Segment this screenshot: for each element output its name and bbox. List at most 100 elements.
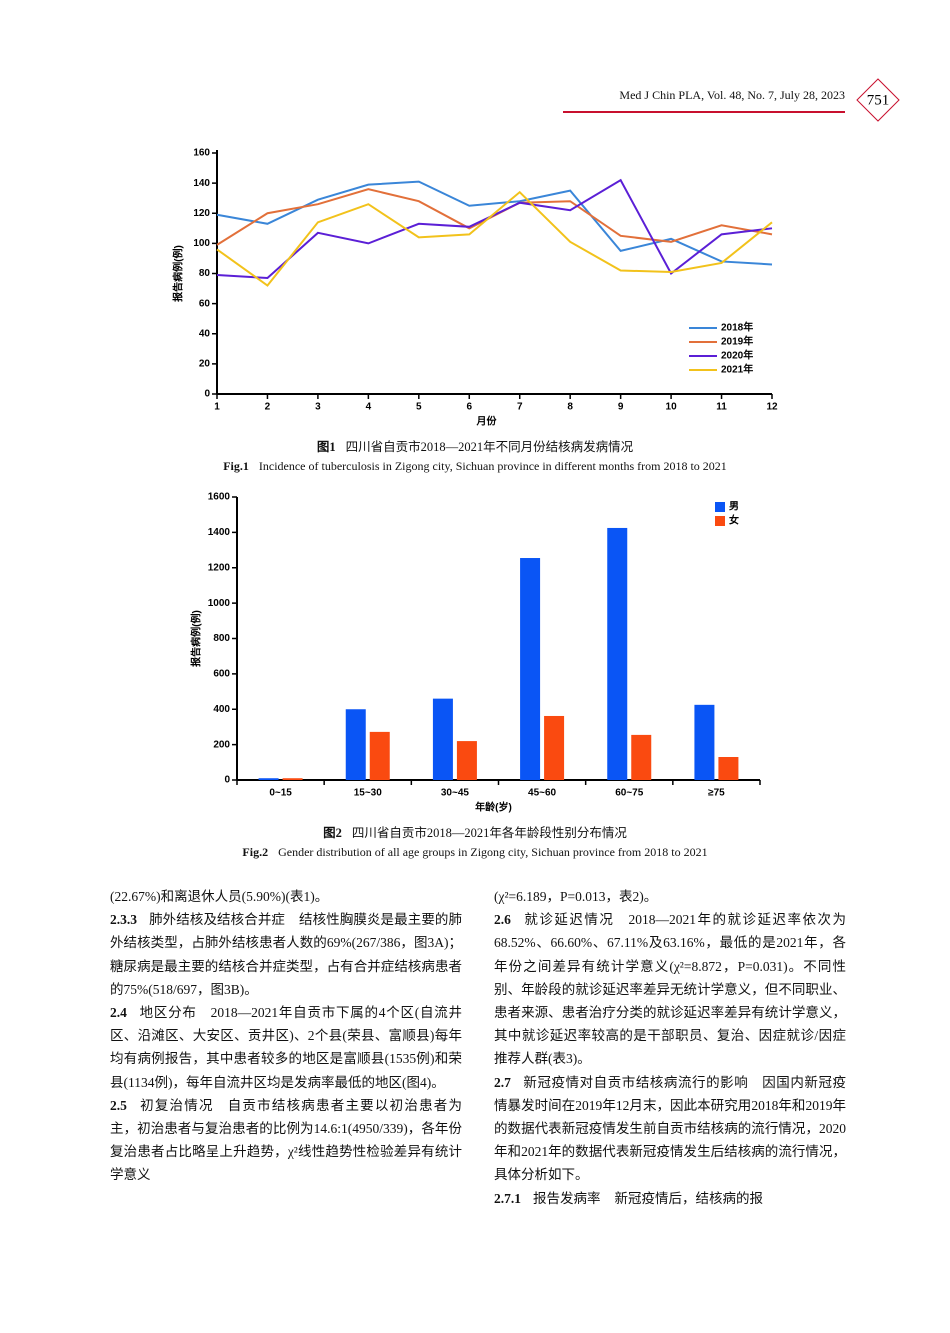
paragraph-text: 结核性胸膜炎是最主要的肺外结核类型，占肺外结核患者人数的69%(267/386，… bbox=[110, 912, 462, 997]
legend-swatch bbox=[715, 516, 725, 526]
x-tick-label: 3 bbox=[315, 402, 321, 413]
caption-label: Fig.1 bbox=[223, 459, 249, 473]
series-line bbox=[216, 190, 773, 287]
right-column: (χ²=6.189，P=0.013，表2)。 2.6 就诊延迟情况 2018—2021… bbox=[494, 885, 846, 1210]
caption-en: Fig.1 Incidence of tuberculosis in Zigong… bbox=[0, 459, 950, 474]
y-tick-label: 20 bbox=[199, 359, 211, 370]
legend-label: 2019年 bbox=[721, 335, 753, 348]
y-tick-label: 200 bbox=[213, 739, 230, 750]
paragraph: 2.7.1 报告发病率 新冠疫情后，结核病的报 bbox=[494, 1187, 846, 1210]
y-tick-label: 400 bbox=[213, 704, 230, 715]
x-tick-label: 6 bbox=[466, 402, 472, 413]
bar bbox=[694, 704, 715, 780]
caption-label: Fig.2 bbox=[242, 845, 269, 859]
x-tick-label: 7 bbox=[517, 402, 523, 413]
bar bbox=[345, 709, 366, 780]
section-heading: 地区分布 bbox=[138, 1005, 197, 1021]
y-tick-label: 800 bbox=[213, 633, 230, 644]
y-axis-label: 报告病例(例) bbox=[190, 610, 203, 667]
caption-text: Incidence of tuberculosis in Zigong city… bbox=[258, 459, 727, 473]
x-tick-label: 30~45 bbox=[441, 788, 470, 799]
x-tick-label: ≥75 bbox=[708, 788, 725, 799]
caption-en: Fig.2 Gender distribution of all age grou… bbox=[0, 845, 950, 860]
header-rule bbox=[563, 111, 845, 113]
paragraph-text: (22.67%)和离退休人员(5.90%)(表1)。 bbox=[110, 889, 329, 904]
section-heading: 就诊延迟情况 bbox=[522, 912, 615, 928]
paragraph: (22.67%)和离退休人员(5.90%)(表1)。 bbox=[110, 885, 462, 908]
y-tick-label: 1200 bbox=[208, 562, 231, 573]
caption-label: 图1 bbox=[316, 440, 336, 454]
legend-label: 男 bbox=[729, 501, 739, 513]
left-column: (22.67%)和离退休人员(5.90%)(表1)。 2.3.3 肺外结核及结核合并… bbox=[110, 885, 462, 1187]
bar bbox=[520, 558, 541, 780]
y-tick-label: 60 bbox=[199, 298, 211, 309]
paragraph: 2.6 就诊延迟情况 2018—2021年的就诊延迟率依次为68.52%、66.60… bbox=[494, 908, 846, 1070]
section-number: 2.7.1 bbox=[494, 1190, 521, 1206]
caption-cn: 图2 四川省自贡市2018—2021年各年龄段性别分布情况 bbox=[0, 822, 950, 841]
section-number: 2.5 bbox=[110, 1097, 127, 1113]
y-tick-label: 40 bbox=[199, 328, 211, 339]
caption-text: Gender distribution of all age groups in… bbox=[278, 845, 708, 859]
x-tick-label: 10 bbox=[666, 402, 678, 413]
section-heading: 肺外结核及结核合并症 bbox=[149, 912, 285, 928]
paragraph: 2.3.3 肺外结核及结核合并症 结核性胸膜炎是最主要的肺外结核类型，占肺外结核患者… bbox=[110, 908, 462, 1001]
section-heading: 初复治情况 bbox=[138, 1097, 214, 1113]
paragraph-text: 自贡市结核病患者主要以初治患者为主，初治患者与复治患者的比例为14.6:1(49… bbox=[110, 1097, 463, 1183]
caption-text: 四川省自贡市2018—2021年不同月份结核病发病情况 bbox=[345, 440, 634, 454]
paragraph-text: 2018—2021年的就诊延迟率依次为68.52%、66.60%、67.11%及… bbox=[494, 912, 847, 1067]
bar bbox=[432, 698, 453, 780]
y-tick-label: 140 bbox=[193, 178, 210, 189]
x-tick-label: 2 bbox=[265, 402, 271, 413]
legend-label: 女 bbox=[729, 514, 739, 527]
x-tick-label: 11 bbox=[716, 402, 727, 413]
section-number: 2.7 bbox=[494, 1074, 511, 1090]
y-tick-label: 600 bbox=[213, 669, 230, 680]
section-number: 2.3.3 bbox=[110, 912, 137, 928]
paragraph: 2.4 地区分布 2018—2021年自贡市下属的4个区(自流井区、沿滩区、大安区、… bbox=[110, 1001, 462, 1094]
bar bbox=[369, 731, 390, 780]
y-tick-label: 100 bbox=[193, 238, 210, 249]
page-number: 751 bbox=[867, 92, 890, 108]
y-tick-label: 80 bbox=[199, 268, 211, 279]
legend-label: 2020年 bbox=[721, 349, 753, 362]
caption-label: 图2 bbox=[323, 826, 342, 840]
y-tick-label: 1600 bbox=[208, 492, 231, 503]
section-heading: 报告发病率 bbox=[533, 1190, 601, 1206]
x-tick-label: 0~15 bbox=[269, 788, 292, 799]
series-line bbox=[216, 180, 773, 266]
x-tick-label: 12 bbox=[766, 402, 778, 413]
paragraph: (χ²=6.189，P=0.013，表2)。 bbox=[494, 885, 846, 908]
paragraph-text: 因国内新冠疫情暴发时间在2019年12月末，因此本研究用2018年和2019年的… bbox=[494, 1074, 847, 1183]
bar bbox=[718, 757, 739, 780]
y-tick-label: 120 bbox=[193, 208, 210, 219]
paragraph-text: 新冠疫情后，结核病的报 bbox=[614, 1190, 764, 1206]
figure-2: 0 200 400 600 800 1000 1200 1400 1600 0~15 15~30 30… bbox=[190, 492, 761, 814]
x-tick-label: 9 bbox=[618, 402, 624, 413]
paragraph-text: (χ²=6.189，P=0.013，表2)。 bbox=[494, 889, 658, 904]
bar bbox=[544, 715, 565, 780]
y-tick-label: 1400 bbox=[208, 527, 231, 538]
x-tick-label: 8 bbox=[567, 402, 573, 413]
y-tick-label: 1000 bbox=[208, 598, 231, 609]
bar bbox=[456, 741, 477, 780]
bar bbox=[258, 778, 279, 780]
legend-label: 2021年 bbox=[721, 363, 753, 376]
running-header: Med J Chin PLA, Vol. 48, No. 7, July 28,… bbox=[619, 88, 845, 102]
series-line bbox=[216, 188, 773, 246]
y-tick-label: 160 bbox=[193, 148, 210, 159]
y-axis-label: 报告病例(例) bbox=[172, 245, 185, 302]
paragraph: 2.5 初复治情况 自贡市结核病患者主要以初治患者为主，初治患者与复治患者的比例为1… bbox=[110, 1094, 462, 1187]
paragraph-text: 2018—2021年自贡市下属的4个区(自流井区、沿滩区、大安区、贡井区)、2个… bbox=[110, 1005, 463, 1090]
y-tick-label: 0 bbox=[224, 775, 230, 786]
x-axis-label: 月份 bbox=[476, 415, 498, 428]
legend-label: 2018年 bbox=[721, 321, 753, 334]
x-tick-label: 60~75 bbox=[615, 788, 644, 799]
section-heading: 新冠疫情对自贡市结核病流行的影响 bbox=[522, 1074, 749, 1090]
series-line bbox=[216, 178, 773, 280]
x-axis-label: 年龄(岁) bbox=[475, 801, 512, 814]
x-tick-label: 4 bbox=[366, 402, 372, 413]
x-tick-label: 15~30 bbox=[354, 788, 383, 799]
bar bbox=[631, 734, 652, 780]
